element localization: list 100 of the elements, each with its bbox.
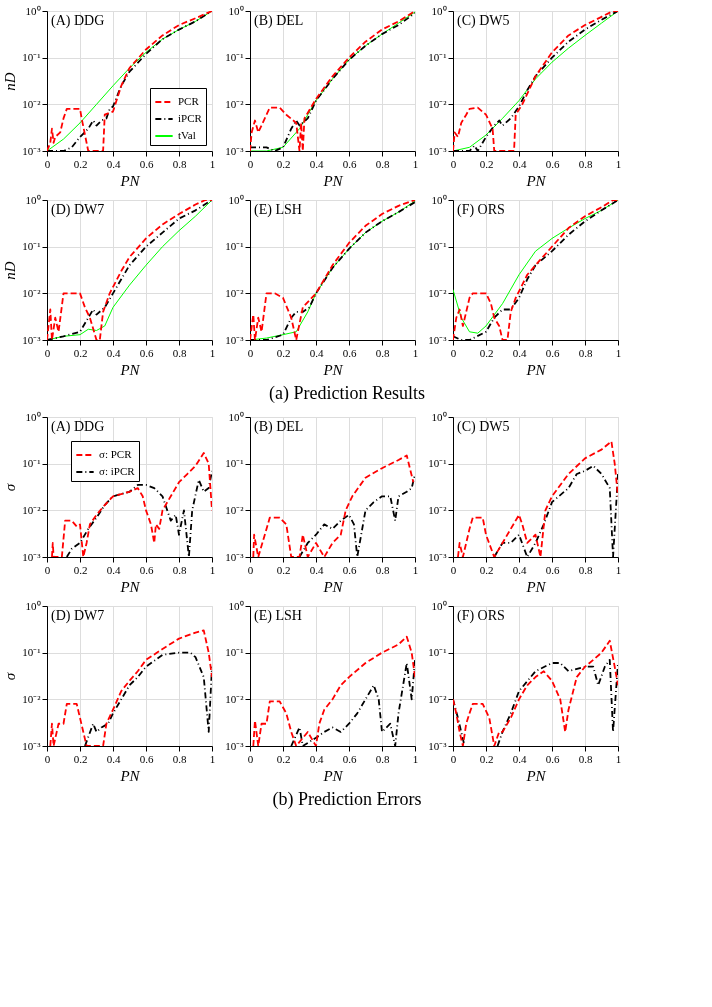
x-tick-label: 0 [44, 752, 51, 765]
x-tick-label: 0.8 [578, 563, 593, 576]
x-axis-title: PN [119, 767, 141, 784]
y-tick-label: 10⁰ [228, 410, 244, 423]
y-tick-label: 10⁰ [431, 410, 447, 423]
x-tick-label: 0.6 [545, 346, 560, 359]
y-tick-label: 10⁻¹ [225, 457, 244, 470]
y-tick-label: 10⁻² [428, 286, 448, 299]
x-tick-label: 0.2 [276, 752, 291, 765]
x-tick-label: 0.2 [479, 346, 494, 359]
x-tick-label: 0.6 [545, 563, 560, 576]
y-tick-label: 10⁻² [225, 97, 245, 110]
y-tick-label: 10⁰ [228, 193, 244, 206]
x-tick-label: 0.8 [375, 157, 390, 170]
y-tick-label: 10⁻² [22, 692, 42, 705]
y-tick-label: 10⁰ [25, 193, 41, 206]
x-tick-label: 0.6 [139, 346, 154, 359]
chart-title: (F) ORS [457, 202, 505, 218]
x-tick-label: 1 [412, 752, 419, 765]
y-tick-label: 10⁻³ [22, 144, 42, 157]
y-tick-label: 10⁰ [228, 4, 244, 17]
y-tick-label: 10⁻³ [22, 550, 42, 563]
x-tick-label: 0.8 [172, 563, 187, 576]
x-tick-label: 0.2 [479, 563, 494, 576]
x-tick-label: 0.8 [578, 752, 593, 765]
x-tick-label: 0.2 [73, 157, 88, 170]
x-tick-label: 0.6 [342, 752, 357, 765]
x-axis-title: PN [322, 767, 344, 784]
x-tick-label: 0.8 [172, 157, 187, 170]
x-tick-label: 0.8 [375, 752, 390, 765]
x-tick-label: 0 [247, 346, 254, 359]
chart-title: (A) DDG [51, 13, 105, 29]
x-tick-label: 0 [450, 563, 457, 576]
x-tick-label: 0.6 [342, 157, 357, 170]
x-tick-label: 0.2 [479, 157, 494, 170]
y-tick-label: 10⁻² [225, 286, 245, 299]
y-tick-label: 10⁻² [428, 692, 448, 705]
x-tick-label: 0.2 [73, 346, 88, 359]
line-series [457, 440, 618, 557]
y-tick-label: 10⁻³ [22, 739, 42, 752]
x-tick-label: 0 [44, 346, 51, 359]
x-tick-label: 1 [412, 563, 419, 576]
y-tick-label: 10⁻¹ [428, 51, 447, 64]
legend-label: iPCR [178, 112, 203, 124]
y-tick-label: 10⁻¹ [22, 240, 41, 253]
y-tick-label: 10⁻² [22, 97, 42, 110]
x-axis-title: PN [322, 361, 344, 378]
chart-title: (B) DEL [254, 13, 304, 29]
x-tick-label: 0.8 [578, 346, 593, 359]
y-axis-title: σ [2, 483, 19, 492]
x-tick-label: 0.6 [139, 752, 154, 765]
chart-title: (D) DW7 [51, 608, 105, 624]
x-axis-title: PN [525, 767, 547, 784]
x-tick-label: 0.4 [512, 563, 527, 576]
x-axis-title: PN [525, 361, 547, 378]
y-tick-label: 10⁻³ [225, 739, 245, 752]
legend-label: PCR [178, 95, 200, 107]
y-tick-label: 10⁻¹ [22, 646, 41, 659]
y-tick-label: 10⁻² [225, 503, 245, 516]
legend-label: σ: PCR [99, 448, 133, 460]
x-tick-label: 0.8 [375, 346, 390, 359]
x-tick-label: 1 [615, 157, 622, 170]
x-tick-label: 0 [450, 346, 457, 359]
x-tick-label: 0 [247, 752, 254, 765]
x-tick-label: 0.4 [309, 563, 324, 576]
y-tick-label: 10⁻³ [225, 333, 245, 346]
x-tick-label: 0.2 [73, 563, 88, 576]
y-tick-label: 10⁻¹ [225, 240, 244, 253]
x-axis-title: PN [119, 578, 141, 595]
x-axis-title: PN [525, 578, 547, 595]
x-tick-label: 0.4 [309, 346, 324, 359]
y-tick-label: 10⁰ [431, 193, 447, 206]
y-tick-label: 10⁻² [225, 692, 245, 705]
x-tick-label: 0 [450, 752, 457, 765]
x-axis-title: PN [322, 578, 344, 595]
y-tick-label: 10⁻³ [428, 739, 448, 752]
y-tick-label: 10⁻¹ [225, 51, 244, 64]
x-tick-label: 0.4 [512, 157, 527, 170]
x-tick-label: 0.2 [276, 346, 291, 359]
x-tick-label: 0.6 [342, 563, 357, 576]
y-axis-title: nD [2, 261, 19, 280]
x-tick-label: 1 [412, 157, 419, 170]
x-tick-label: 0.4 [106, 157, 121, 170]
x-tick-label: 1 [209, 157, 216, 170]
y-tick-label: 10⁻³ [428, 144, 448, 157]
x-tick-label: 0.6 [545, 157, 560, 170]
x-axis-title: PN [322, 172, 344, 189]
x-tick-label: 0.6 [545, 752, 560, 765]
legend-label: tVal [178, 129, 196, 141]
x-tick-label: 0.8 [172, 346, 187, 359]
x-tick-label: 0.2 [73, 752, 88, 765]
x-tick-label: 0.8 [375, 563, 390, 576]
chart-title: (A) DDG [51, 419, 105, 435]
x-tick-label: 0.6 [139, 563, 154, 576]
chart-title: (E) LSH [254, 202, 302, 218]
x-tick-label: 0 [44, 157, 51, 170]
y-tick-label: 10⁻³ [428, 550, 448, 563]
x-axis-title: PN [119, 172, 141, 189]
x-tick-label: 0 [450, 157, 457, 170]
x-tick-label: 0.2 [276, 563, 291, 576]
